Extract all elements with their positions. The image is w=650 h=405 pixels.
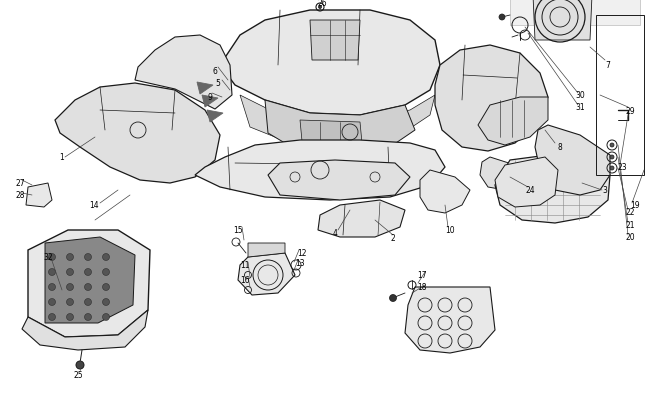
Text: 13: 13 bbox=[295, 259, 305, 268]
Circle shape bbox=[84, 284, 92, 291]
Polygon shape bbox=[268, 161, 410, 200]
Polygon shape bbox=[300, 121, 362, 144]
Polygon shape bbox=[510, 0, 640, 26]
Polygon shape bbox=[435, 46, 548, 151]
Circle shape bbox=[49, 269, 55, 276]
Text: 16: 16 bbox=[240, 276, 250, 285]
Text: 7: 7 bbox=[606, 61, 610, 70]
Circle shape bbox=[76, 361, 84, 369]
Text: 2: 2 bbox=[391, 234, 395, 243]
Text: 22: 22 bbox=[625, 208, 635, 217]
Circle shape bbox=[103, 269, 109, 276]
Text: 8: 8 bbox=[558, 143, 562, 152]
Polygon shape bbox=[202, 96, 218, 108]
Bar bbox=[596, 16, 644, 175]
Circle shape bbox=[66, 284, 73, 291]
Text: 5: 5 bbox=[216, 79, 220, 88]
Circle shape bbox=[84, 314, 92, 321]
Circle shape bbox=[84, 299, 92, 306]
Polygon shape bbox=[55, 84, 220, 183]
Text: 31: 31 bbox=[575, 103, 585, 112]
Text: 27: 27 bbox=[15, 179, 25, 188]
Circle shape bbox=[610, 144, 614, 148]
Text: 1: 1 bbox=[60, 153, 64, 162]
Text: 19: 19 bbox=[630, 201, 640, 210]
Circle shape bbox=[66, 314, 73, 321]
Polygon shape bbox=[495, 156, 610, 224]
Text: 6: 6 bbox=[213, 66, 218, 75]
Polygon shape bbox=[478, 98, 548, 146]
Polygon shape bbox=[207, 111, 223, 123]
Circle shape bbox=[66, 269, 73, 276]
Polygon shape bbox=[197, 83, 213, 95]
Circle shape bbox=[389, 295, 396, 302]
Circle shape bbox=[66, 299, 73, 306]
Circle shape bbox=[84, 269, 92, 276]
Polygon shape bbox=[420, 171, 470, 213]
Circle shape bbox=[103, 314, 109, 321]
Circle shape bbox=[103, 284, 109, 291]
Polygon shape bbox=[45, 237, 135, 323]
Polygon shape bbox=[533, 0, 592, 41]
Polygon shape bbox=[28, 230, 150, 337]
Circle shape bbox=[49, 254, 55, 261]
Polygon shape bbox=[480, 158, 520, 190]
Circle shape bbox=[49, 284, 55, 291]
Polygon shape bbox=[318, 200, 405, 237]
Circle shape bbox=[103, 299, 109, 306]
Circle shape bbox=[49, 299, 55, 306]
Circle shape bbox=[66, 254, 73, 261]
Circle shape bbox=[610, 156, 614, 160]
Text: 32: 32 bbox=[43, 253, 53, 262]
Text: 24: 24 bbox=[525, 186, 535, 195]
Text: 3: 3 bbox=[603, 186, 608, 195]
Polygon shape bbox=[135, 36, 232, 110]
Polygon shape bbox=[26, 183, 52, 207]
Polygon shape bbox=[240, 96, 435, 146]
Polygon shape bbox=[265, 101, 415, 153]
Text: 26: 26 bbox=[317, 0, 327, 9]
Circle shape bbox=[610, 166, 614, 171]
Text: 12: 12 bbox=[297, 249, 307, 258]
Polygon shape bbox=[495, 158, 558, 207]
Polygon shape bbox=[22, 310, 148, 350]
Polygon shape bbox=[535, 126, 610, 196]
Polygon shape bbox=[310, 21, 360, 61]
Text: 23: 23 bbox=[618, 163, 627, 172]
Polygon shape bbox=[248, 243, 285, 257]
Text: 15: 15 bbox=[233, 226, 243, 235]
Text: 4: 4 bbox=[333, 229, 337, 238]
Text: 11: 11 bbox=[240, 261, 250, 270]
Text: 9: 9 bbox=[207, 93, 213, 102]
Text: 29: 29 bbox=[625, 106, 635, 115]
Text: 17: 17 bbox=[417, 271, 427, 280]
Text: 10: 10 bbox=[445, 226, 455, 235]
Text: 14: 14 bbox=[89, 201, 99, 210]
Circle shape bbox=[84, 254, 92, 261]
Text: 21: 21 bbox=[625, 221, 635, 230]
Polygon shape bbox=[195, 141, 445, 200]
Polygon shape bbox=[405, 287, 495, 353]
Circle shape bbox=[103, 254, 109, 261]
Text: 25: 25 bbox=[73, 371, 83, 379]
Polygon shape bbox=[220, 11, 440, 116]
Text: 18: 18 bbox=[417, 283, 427, 292]
Circle shape bbox=[318, 6, 322, 9]
Circle shape bbox=[49, 314, 55, 321]
Text: 28: 28 bbox=[15, 191, 25, 200]
Text: 30: 30 bbox=[575, 91, 585, 100]
Polygon shape bbox=[238, 254, 295, 295]
Text: 20: 20 bbox=[625, 233, 635, 242]
Circle shape bbox=[499, 15, 505, 21]
